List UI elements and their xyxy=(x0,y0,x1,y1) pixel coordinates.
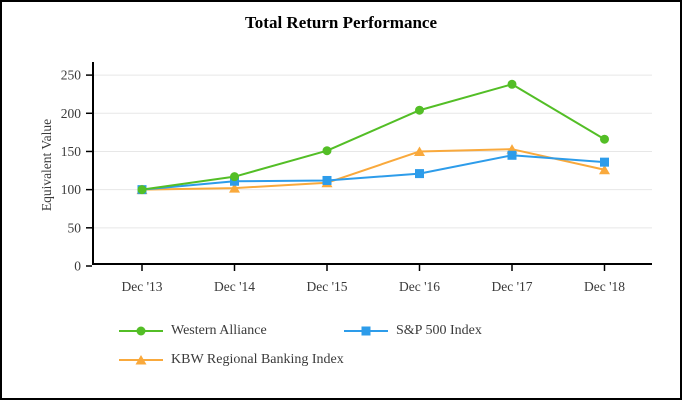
y-tick-label: 250 xyxy=(61,68,82,83)
data-point-square xyxy=(415,169,424,179)
data-point-circle xyxy=(600,134,609,144)
y-tick-label: 200 xyxy=(61,106,82,121)
legend-row: KBW Regional Banking Index xyxy=(119,351,482,368)
data-point-circle xyxy=(230,172,239,182)
legend-label: S&P 500 Index xyxy=(396,322,482,338)
y-tick-label: 100 xyxy=(61,182,82,197)
legend-item-western-alliance: Western Alliance xyxy=(119,323,344,339)
y-tick-label: 50 xyxy=(68,220,82,235)
legend-row: Western Alliance S&P 500 Index xyxy=(119,322,482,339)
x-tick-label: Dec '17 xyxy=(491,279,532,294)
series-line-western-alliance xyxy=(141,83,606,191)
legend-label: KBW Regional Banking Index xyxy=(171,351,344,367)
data-point-circle xyxy=(322,146,332,156)
circle-marker-icon xyxy=(119,326,163,335)
y-tick-label: 150 xyxy=(61,144,82,159)
chart-title: Total Return Performance xyxy=(245,13,437,32)
x-tick-label: Dec '13 xyxy=(121,279,162,294)
legend-item-sp500: S&P 500 Index xyxy=(344,323,482,339)
data-point-triangle xyxy=(599,164,610,175)
triangle-marker-icon xyxy=(119,354,163,364)
data-point-circle xyxy=(137,185,147,195)
legend-item-kbw: KBW Regional Banking Index xyxy=(119,352,344,368)
data-point-square xyxy=(600,157,609,167)
data-point-square xyxy=(322,175,332,185)
data-point-circle xyxy=(507,79,517,89)
data-point-triangle xyxy=(229,183,240,193)
x-tick-label: Dec '18 xyxy=(584,279,625,294)
series-line-kbw-regional-banking-index xyxy=(141,148,605,191)
data-point-triangle xyxy=(414,146,425,156)
series-line-s-p-500-index xyxy=(141,154,605,191)
data-point-circle xyxy=(415,105,424,115)
y-tick-label: 0 xyxy=(74,259,81,274)
data-point-square xyxy=(230,176,239,186)
data-point-square xyxy=(507,150,517,160)
x-tick-label: Dec '15 xyxy=(306,279,347,294)
legend: Western Alliance S&P 500 Index KBW Regio… xyxy=(119,322,482,380)
x-tick-label: Dec '16 xyxy=(399,279,440,294)
legend-label: Western Alliance xyxy=(171,322,267,338)
x-tick-label: Dec '14 xyxy=(214,279,255,294)
square-marker-icon xyxy=(344,326,388,335)
